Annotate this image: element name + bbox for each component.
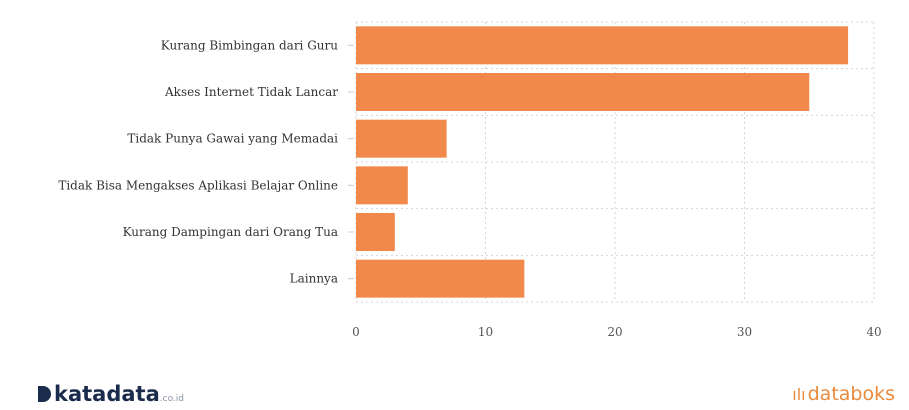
x-tick-label: 10 [478, 325, 493, 339]
category-label: Kurang Dampingan dari Orang Tua [123, 225, 338, 239]
katadata-brand-suffix: .co.id [159, 394, 184, 404]
category-label: Akses Internet Tidak Lancar [164, 85, 338, 99]
category-label: Kurang Bimbingan dari Guru [161, 38, 338, 52]
katadata-logo: katadata.co.id [38, 384, 184, 410]
chart-grid [355, 21, 875, 303]
katadata-logo-icon [38, 386, 51, 402]
bar [356, 166, 408, 205]
bar [356, 73, 810, 111]
databoks-logo: ılı databoks [792, 384, 895, 405]
category-labels: Kurang Bimbingan dari Guru Akses Internet… [58, 38, 354, 286]
chart-bars [356, 26, 849, 298]
x-tick-label: 0 [352, 325, 360, 339]
bar [356, 213, 395, 251]
category-label: Tidak Punya Gawai yang Memadai [127, 132, 338, 146]
bar [356, 26, 849, 65]
x-tick-label: 20 [607, 325, 622, 339]
x-tick-label: 30 [737, 325, 752, 339]
databoks-brand-text: databoks [807, 383, 895, 405]
category-label: Lainnya [290, 272, 338, 286]
databoks-logo-icon: ılı [792, 385, 806, 404]
x-axis-ticks: 0 10 20 30 40 [352, 325, 881, 339]
category-label: Tidak Bisa Mengakses Aplikasi Belajar On… [58, 178, 338, 192]
x-tick-label: 40 [866, 325, 881, 339]
bar [356, 119, 447, 158]
katadata-brand-text: katadata [54, 382, 160, 406]
bar [356, 259, 525, 298]
bar-chart: Kurang Bimbingan dari Guru Akses Internet… [58, 21, 882, 339]
